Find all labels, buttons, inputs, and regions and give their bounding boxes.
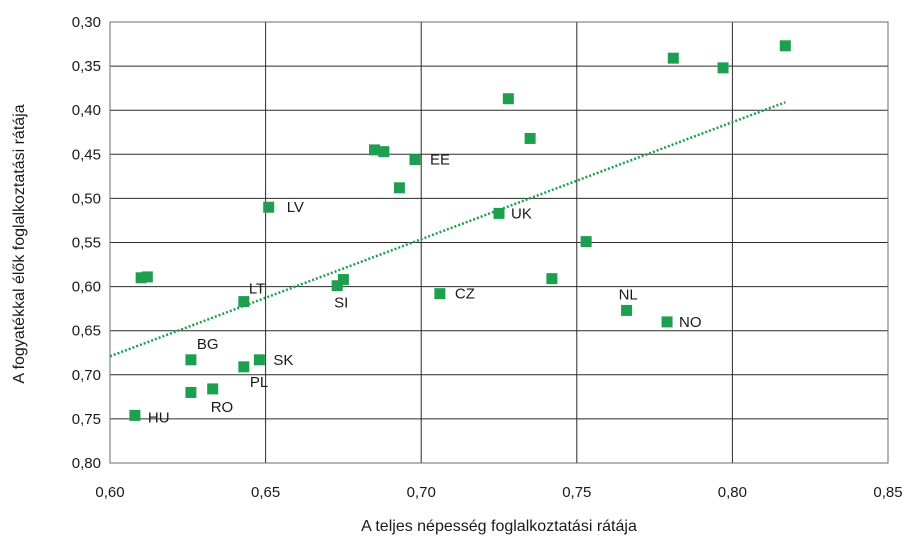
- x-tick-label: 0,85: [873, 484, 902, 501]
- data-point: [393, 182, 405, 194]
- trendline: [109, 101, 786, 358]
- y-tick-label: 0,55: [72, 235, 101, 252]
- data-point: [524, 132, 536, 144]
- data-point: [263, 201, 275, 213]
- data-point: [337, 274, 349, 286]
- data-point: [369, 144, 381, 156]
- data-point: [238, 361, 250, 373]
- y-tick-label: 0,80: [72, 455, 101, 472]
- x-tick-labels: 0,60 0,65 0,70 0,75 0,80 0,85: [95, 484, 902, 501]
- data-point: [502, 93, 514, 105]
- y-tick-label: 0,65: [72, 323, 101, 340]
- data-point: [493, 207, 505, 219]
- point-label: NO: [679, 314, 702, 331]
- point-label: CZ: [455, 286, 475, 303]
- data-point: [129, 409, 141, 421]
- x-tick-label: 0,75: [562, 484, 591, 501]
- x-axis-title: A teljes népesség foglalkoztatási rátája: [361, 518, 637, 535]
- data-point: [253, 354, 265, 366]
- grid-lines: [109, 21, 889, 464]
- x-tick-label: 0,80: [718, 484, 747, 501]
- x-tick-label: 0,60: [95, 484, 124, 501]
- data-point: [621, 304, 633, 316]
- point-label: UK: [511, 205, 532, 222]
- x-tick-label: 0,65: [251, 484, 280, 501]
- data-point: [661, 316, 673, 328]
- y-tick-label: 0,75: [72, 411, 101, 428]
- y-tick-label: 0,50: [72, 190, 101, 207]
- data-point: [331, 280, 343, 292]
- data-point: [378, 146, 390, 158]
- data-point: [135, 272, 147, 284]
- data-points: [129, 40, 791, 421]
- data-point: [185, 386, 197, 398]
- y-tick-label: 0,45: [72, 146, 101, 163]
- data-point: [409, 154, 421, 166]
- y-tick-label: 0,30: [72, 14, 101, 31]
- y-axis-title: A fogyatékkal élők foglalkoztatási rátáj…: [11, 104, 28, 383]
- point-label: EE: [430, 152, 450, 169]
- point-label: LT: [249, 281, 265, 298]
- plot-frame: [109, 21, 889, 464]
- data-point: [779, 40, 791, 52]
- y-tick-label: 0,60: [72, 279, 101, 296]
- point-label: LV: [287, 199, 304, 216]
- point-label: NL: [619, 286, 638, 303]
- data-point: [546, 273, 558, 285]
- data-point: [580, 236, 592, 248]
- y-tick-label: 0,40: [72, 102, 101, 119]
- data-point: [434, 288, 446, 300]
- y-tick-label: 0,70: [72, 367, 101, 384]
- point-label: SK: [273, 352, 293, 369]
- point-labels: HU BG RO PL LT SK LV SI EE CZ UK NL NO: [148, 152, 702, 427]
- point-label: PL: [250, 374, 268, 391]
- data-point: [667, 52, 679, 64]
- point-label: BG: [197, 336, 219, 353]
- x-tick-label: 0,70: [407, 484, 436, 501]
- point-label: HU: [148, 409, 170, 426]
- point-label: SI: [334, 295, 348, 312]
- point-label: RO: [211, 399, 234, 416]
- data-point: [238, 296, 250, 308]
- data-point: [207, 383, 219, 395]
- y-tick-label: 0,35: [72, 58, 101, 75]
- data-point: [141, 271, 153, 283]
- y-tick-labels: 0,30 0,35 0,40 0,45 0,50 0,55 0,60 0,65 0,70 0,75…: [72, 14, 101, 472]
- data-point: [717, 62, 729, 74]
- data-point: [185, 354, 197, 366]
